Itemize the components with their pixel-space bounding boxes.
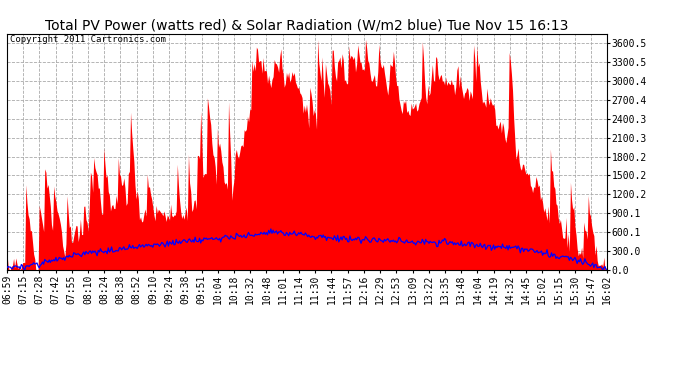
Title: Total PV Power (watts red) & Solar Radiation (W/m2 blue) Tue Nov 15 16:13: Total PV Power (watts red) & Solar Radia…: [46, 19, 569, 33]
Text: Copyright 2011 Cartronics.com: Copyright 2011 Cartronics.com: [10, 35, 166, 44]
